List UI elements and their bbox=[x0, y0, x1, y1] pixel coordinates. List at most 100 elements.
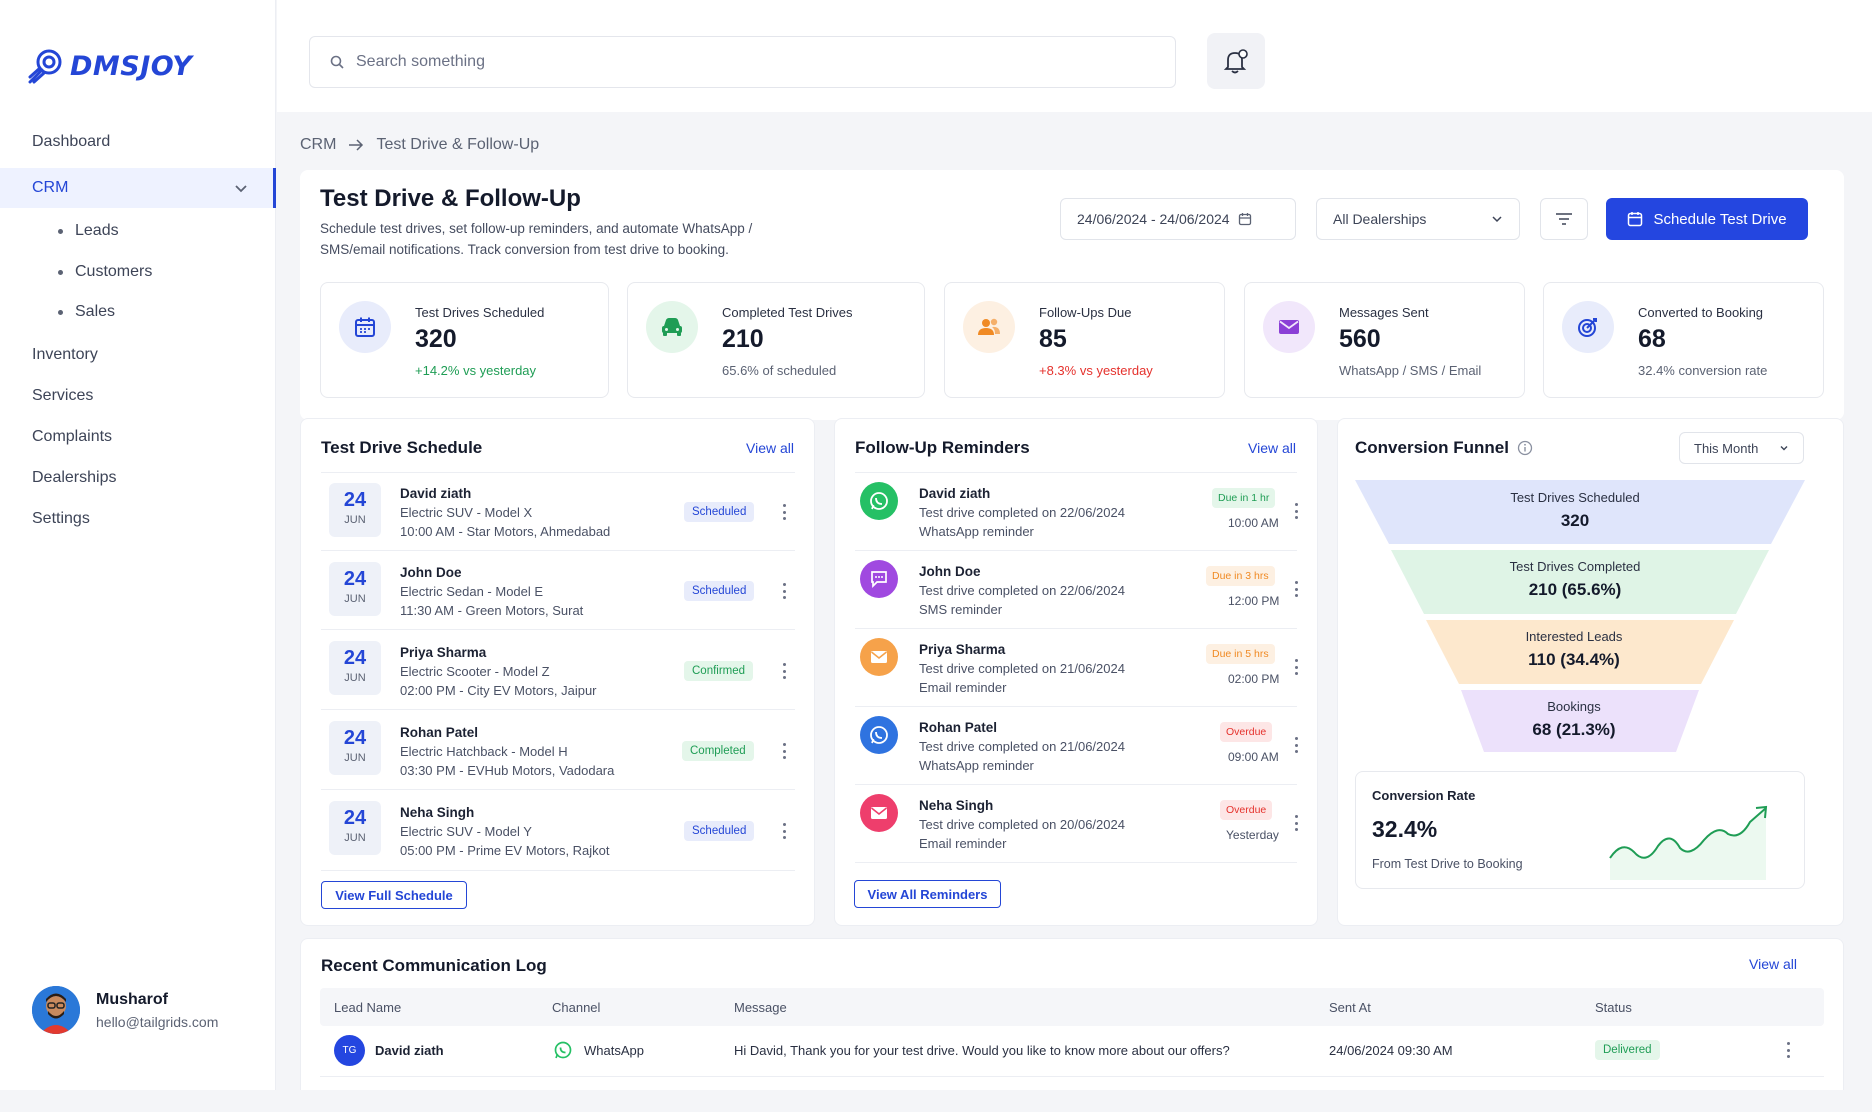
more-options-icon[interactable] bbox=[782, 743, 786, 759]
funnel-stage-text: Test Drives Completed 210 (65.6%) bbox=[1425, 559, 1725, 600]
date-range-value: 24/06/2024 - 24/06/2024 bbox=[1077, 211, 1230, 227]
status-badge: Completed bbox=[682, 741, 754, 761]
divider bbox=[321, 709, 795, 710]
due-badge: Due in 1 hr bbox=[1212, 488, 1276, 508]
search-input[interactable]: Search something bbox=[309, 36, 1176, 88]
sidebar-subitem-leads[interactable]: Leads bbox=[58, 222, 119, 240]
more-options-icon[interactable] bbox=[1294, 503, 1298, 519]
info-icon[interactable] bbox=[1517, 440, 1533, 456]
bullet-icon bbox=[58, 269, 63, 275]
user-name: Musharof bbox=[96, 990, 168, 1008]
logo-text: DMSJOY bbox=[70, 50, 193, 82]
status-badge: Scheduled bbox=[684, 502, 755, 522]
date-month: JUN bbox=[344, 593, 366, 605]
view-all-link[interactable]: View all bbox=[1248, 440, 1296, 456]
funnel-stage-value: 320 bbox=[1560, 511, 1590, 530]
logo-icon bbox=[28, 49, 62, 84]
time-location: 11:30 AM - Green Motors, Surat bbox=[400, 603, 584, 618]
lead-name: Priya Sharma bbox=[919, 642, 1006, 657]
whatsapp-icon bbox=[860, 482, 898, 520]
sidebar-item-dealerships[interactable]: Dealerships bbox=[0, 458, 276, 498]
more-options-icon[interactable] bbox=[782, 823, 786, 839]
reminder-channel: Email reminder bbox=[919, 836, 1007, 851]
kpi-value: 210 bbox=[722, 325, 764, 353]
kpi-card-messages-sent[interactable]: Messages Sent 560 WhatsApp / SMS / Email bbox=[1244, 282, 1525, 398]
more-options-icon[interactable] bbox=[782, 504, 786, 520]
sidebar-item-inventory[interactable]: Inventory bbox=[0, 335, 276, 375]
conversion-rate-sub: From Test Drive to Booking bbox=[1372, 857, 1523, 871]
lead-initials-avatar: TG bbox=[334, 1035, 365, 1066]
sidebar-subitem-sales[interactable]: Sales bbox=[58, 303, 115, 321]
more-options-icon[interactable] bbox=[1294, 815, 1298, 831]
sidebar-subitem-label: Customers bbox=[75, 263, 153, 280]
sidebar: DMSJOY Dashboard CRM Leads Customers Sal… bbox=[0, 0, 276, 1090]
sidebar-item-services[interactable]: Services bbox=[0, 376, 276, 416]
breadcrumb-root[interactable]: CRM bbox=[300, 136, 337, 153]
kpi-card-follow-ups-due[interactable]: Follow-Ups Due 85 +8.3% vs yesterday bbox=[944, 282, 1225, 398]
notification-button[interactable] bbox=[1207, 33, 1265, 89]
period-select[interactable]: This Month bbox=[1679, 432, 1804, 464]
lead-name: Rohan Patel bbox=[400, 725, 479, 740]
date-badge: 24 JUN bbox=[329, 562, 381, 616]
reminder-time: 10:00 AM bbox=[1228, 516, 1279, 530]
dealership-select-value: All Dealerships bbox=[1333, 211, 1427, 227]
view-all-link[interactable]: View all bbox=[746, 440, 794, 456]
chevron-down-icon bbox=[1492, 216, 1502, 223]
sidebar-item-label: Services bbox=[32, 387, 94, 404]
kpi-label: Messages Sent bbox=[1339, 305, 1429, 320]
date-range-picker[interactable]: 24/06/2024 - 24/06/2024 bbox=[1060, 198, 1296, 240]
dealership-select[interactable]: All Dealerships bbox=[1316, 198, 1520, 240]
funnel-stage-text: Test Drives Scheduled 320 bbox=[1425, 490, 1725, 531]
user-profile[interactable]: Musharof hello@tailgrids.com bbox=[32, 986, 218, 1034]
status-badge: Scheduled bbox=[684, 581, 755, 601]
whatsapp-icon bbox=[554, 1041, 572, 1059]
date-badge: 24 JUN bbox=[329, 801, 381, 855]
sidebar-item-settings[interactable]: Settings bbox=[0, 499, 276, 539]
kpi-label: Converted to Booking bbox=[1638, 305, 1764, 320]
kpi-value: 320 bbox=[415, 325, 457, 353]
sidebar-item-label: Settings bbox=[32, 510, 90, 527]
panel-title: Recent Communication Log bbox=[321, 956, 547, 975]
sidebar-item-dashboard[interactable]: Dashboard bbox=[0, 122, 276, 162]
logo[interactable]: DMSJOY bbox=[28, 48, 192, 84]
funnel-stage-label: Interested Leads bbox=[1525, 629, 1623, 644]
calendar-icon bbox=[1238, 213, 1251, 226]
view-all-link[interactable]: View all bbox=[1749, 956, 1797, 972]
view-full-schedule-button[interactable]: View Full Schedule bbox=[321, 881, 467, 909]
conversion-trend-sparkline bbox=[1609, 805, 1768, 880]
sidebar-subitem-customers[interactable]: Customers bbox=[58, 263, 152, 281]
divider bbox=[321, 870, 795, 871]
more-options-icon[interactable] bbox=[1294, 581, 1298, 597]
due-badge: Overdue bbox=[1220, 800, 1273, 820]
more-options-icon[interactable] bbox=[1294, 737, 1298, 753]
kpi-label: Follow-Ups Due bbox=[1039, 305, 1132, 320]
schedule-test-drive-button[interactable]: Schedule Test Drive bbox=[1606, 198, 1808, 240]
kpi-card-completed-test-drives[interactable]: Completed Test Drives 210 65.6% of sched… bbox=[627, 282, 925, 398]
funnel-stage-label: Bookings bbox=[1547, 699, 1601, 714]
message-text: Hi David, Thank you for your test drive.… bbox=[734, 1043, 1230, 1058]
more-options-icon[interactable] bbox=[1294, 659, 1298, 675]
filter-button[interactable] bbox=[1540, 198, 1588, 240]
kpi-label: Completed Test Drives bbox=[722, 305, 853, 320]
sidebar-item-complaints[interactable]: Complaints bbox=[0, 417, 276, 457]
more-options-icon[interactable] bbox=[1786, 1042, 1790, 1058]
reminder-channel: WhatsApp reminder bbox=[919, 758, 1034, 773]
reminder-channel: WhatsApp reminder bbox=[919, 524, 1034, 539]
date-month: JUN bbox=[344, 832, 366, 844]
vehicle-model: Electric SUV - Model Y bbox=[400, 824, 532, 839]
reminder-time: 09:00 AM bbox=[1228, 750, 1279, 764]
divider bbox=[855, 472, 1297, 473]
sidebar-item-crm[interactable]: CRM bbox=[0, 168, 276, 208]
kpi-card-test-drives-scheduled[interactable]: Test Drives Scheduled 320 +14.2% vs yest… bbox=[320, 282, 609, 398]
funnel-chart bbox=[1355, 480, 1805, 752]
more-options-icon[interactable] bbox=[782, 663, 786, 679]
divider bbox=[320, 1076, 1824, 1077]
lead-name: Rohan Patel bbox=[919, 720, 998, 735]
kpi-card-converted-to-booking[interactable]: Converted to Booking 68 32.4% conversion… bbox=[1543, 282, 1824, 398]
panel-title: Follow-Up Reminders bbox=[855, 438, 1030, 457]
kpi-sub: 65.6% of scheduled bbox=[722, 363, 837, 378]
view-all-reminders-button[interactable]: View All Reminders bbox=[854, 880, 1001, 908]
sidebar-item-label: Dealerships bbox=[32, 469, 117, 486]
more-options-icon[interactable] bbox=[782, 583, 786, 599]
reminder-detail: Test drive completed on 22/06/2024 bbox=[919, 583, 1125, 598]
